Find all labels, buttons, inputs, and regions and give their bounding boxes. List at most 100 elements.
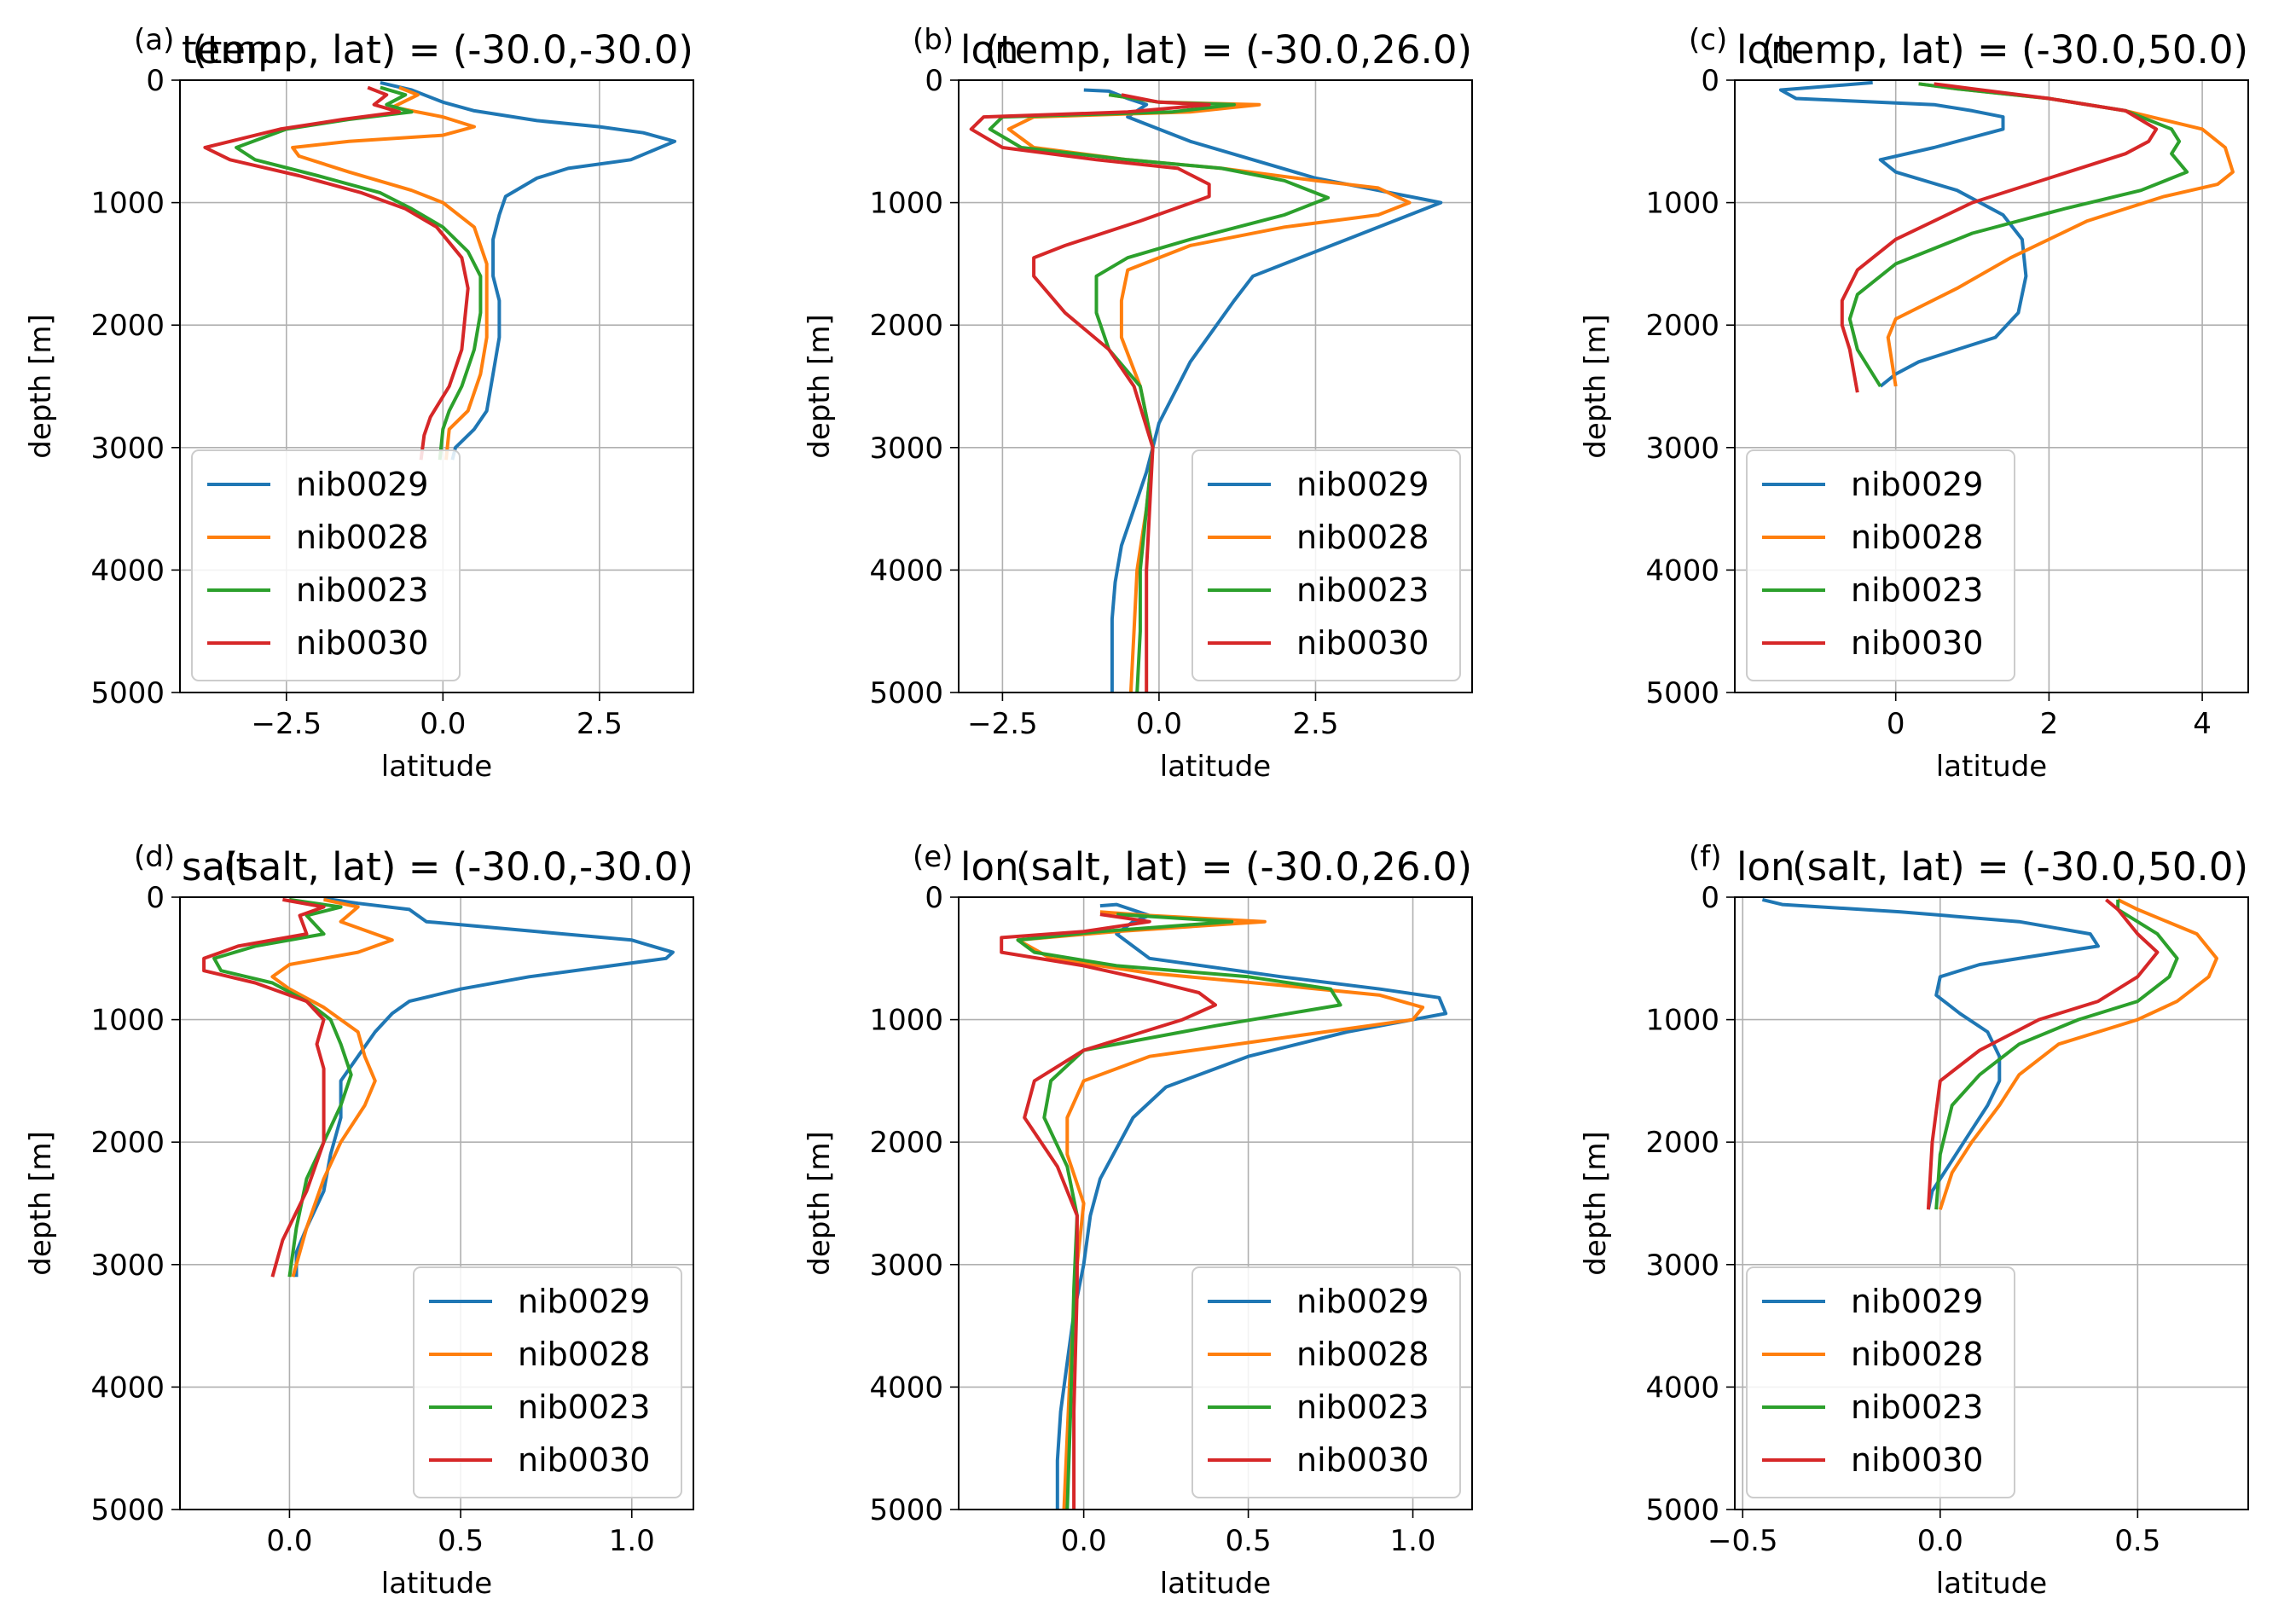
panel-title: (temp, lat) = (-30.0,26.0) bbox=[984, 27, 1472, 72]
y-tick-label: 0 bbox=[1701, 64, 1719, 98]
legend: nib0029 nib0028 nib0023 nib0030 bbox=[413, 1266, 682, 1498]
x-tick-label: 1.0 bbox=[609, 1524, 655, 1558]
x-tick-label: 0.0 bbox=[1061, 1524, 1107, 1558]
y-tick-label: 0 bbox=[146, 64, 165, 98]
legend-label: nib0023 bbox=[1296, 571, 1429, 609]
legend: nib0029 nib0028 nib0023 nib0030 bbox=[1191, 449, 1461, 681]
panel-b: −2.5 0.0 2.5 0 1000 2000 3000 4000 5000 latitude d… bbox=[803, 23, 1473, 784]
panel-e: 0.0 0.5 1.0 0 1000 2000 3000 4000 5000 latitude de… bbox=[803, 840, 1473, 1601]
y-tick-label: 2000 bbox=[1645, 309, 1719, 343]
panel-title-overlay: temp bbox=[182, 27, 282, 72]
panel-d: 0.0 0.5 1.0 0 1000 2000 3000 4000 5000 latitude de… bbox=[24, 840, 694, 1601]
legend: nib0029 nib0028 nib0023 nib0030 bbox=[191, 449, 461, 681]
y-tick-label: 2000 bbox=[869, 1126, 943, 1160]
y-axis-label: depth [m] bbox=[803, 1131, 837, 1275]
legend-label: nib0029 bbox=[518, 1283, 650, 1320]
y-axis-label: depth [m] bbox=[24, 314, 58, 458]
legend-label: nib0030 bbox=[296, 624, 428, 662]
y-axis-label: depth [m] bbox=[803, 314, 837, 458]
legend-box bbox=[413, 1266, 682, 1498]
y-tick-label: 2000 bbox=[90, 309, 165, 343]
y-tick-label: 3000 bbox=[90, 1249, 165, 1283]
y-tick-label: 0 bbox=[146, 881, 165, 915]
series-line-nib0029 bbox=[380, 80, 676, 461]
axes-frame bbox=[1734, 896, 2249, 1510]
x-tick-label: 0.0 bbox=[1136, 707, 1182, 741]
legend-label: nib0030 bbox=[1296, 624, 1429, 662]
panel-letter: (d) bbox=[134, 840, 175, 874]
legend: nib0029 nib0028 nib0023 nib0030 bbox=[1746, 449, 2015, 681]
y-tick-label: 1000 bbox=[869, 187, 943, 221]
y-tick-label: 5000 bbox=[869, 1493, 943, 1527]
legend-label: nib0028 bbox=[518, 1336, 650, 1373]
y-tick-label: 5000 bbox=[90, 676, 165, 710]
legend-label: nib0023 bbox=[1851, 571, 1983, 609]
series-line-nib0030 bbox=[1840, 82, 2159, 393]
panel-title-overlay: lon bbox=[1736, 844, 1795, 890]
axes-frame bbox=[958, 79, 1473, 693]
panel-letter: (b) bbox=[913, 23, 954, 57]
x-tick-label: −0.5 bbox=[1708, 1524, 1778, 1558]
x-tick-label: 0.0 bbox=[1917, 1524, 1963, 1558]
panel-title: (salt, lat) = (-30.0,50.0) bbox=[1792, 844, 2248, 890]
x-tick-label: −2.5 bbox=[252, 707, 322, 741]
y-tick-label: 2000 bbox=[869, 309, 943, 343]
y-tick-label: 2000 bbox=[90, 1126, 165, 1160]
panel-title-overlay: salt bbox=[182, 844, 251, 890]
panel-title: (salt, lat) = (-30.0,26.0) bbox=[1016, 844, 1472, 890]
y-tick-label: 4000 bbox=[1645, 1371, 1719, 1405]
legend-label: nib0028 bbox=[1851, 519, 1983, 556]
panel-f: −0.5 0.0 0.5 0 1000 2000 3000 4000 5000 latitude d… bbox=[1579, 840, 2249, 1601]
y-tick-label: 1000 bbox=[869, 1004, 943, 1038]
y-axis-label: depth [m] bbox=[1579, 314, 1613, 458]
legend-label: nib0028 bbox=[1851, 1336, 1983, 1373]
y-tick-label: 3000 bbox=[90, 432, 165, 466]
series-line-nib0028 bbox=[1886, 82, 2235, 387]
x-tick-label: 0.0 bbox=[266, 1524, 312, 1558]
panel-a: −2.5 0.0 2.5 0 1000 2000 3000 4000 5000 latitude d… bbox=[24, 23, 694, 784]
y-axis-label: depth [m] bbox=[1579, 1131, 1613, 1275]
y-tick-label: 5000 bbox=[1645, 1493, 1719, 1527]
axes-frame bbox=[179, 896, 694, 1510]
series-line-nib0023 bbox=[235, 85, 483, 461]
y-tick-label: 1000 bbox=[1645, 1004, 1719, 1038]
x-axis-label: latitude bbox=[1936, 1567, 2047, 1601]
y-tick-label: 3000 bbox=[1645, 432, 1719, 466]
axes-frame bbox=[179, 79, 694, 693]
x-axis-label: latitude bbox=[381, 1567, 492, 1601]
x-tick-label: 0 bbox=[1887, 707, 1905, 741]
legend-label: nib0029 bbox=[1851, 1283, 1983, 1320]
legend-label: nib0030 bbox=[1851, 624, 1983, 662]
x-axis-label: latitude bbox=[381, 750, 492, 784]
legend-box bbox=[1746, 449, 2015, 681]
legend-box bbox=[191, 449, 461, 681]
x-tick-label: 0.5 bbox=[2114, 1524, 2160, 1558]
series-line-nib0028 bbox=[1938, 898, 2218, 1210]
series-line-nib0028 bbox=[270, 897, 394, 1278]
x-axis-label: latitude bbox=[1160, 1567, 1271, 1601]
axes-frame bbox=[1734, 79, 2249, 693]
y-tick-label: 1000 bbox=[1645, 187, 1719, 221]
panel-title-overlay: lon bbox=[960, 844, 1019, 890]
y-tick-label: 0 bbox=[925, 64, 943, 98]
panel-title-overlay: lon bbox=[1736, 27, 1795, 72]
series-line-nib0030 bbox=[1000, 913, 1217, 1510]
legend-label: nib0028 bbox=[296, 519, 428, 556]
legend-label: nib0030 bbox=[1296, 1441, 1429, 1479]
x-tick-label: 4 bbox=[2193, 707, 2212, 741]
panel-title: (temp, lat) = (-30.0,50.0) bbox=[1760, 27, 2248, 72]
y-axis-label: depth [m] bbox=[24, 1131, 58, 1275]
legend-box bbox=[1191, 449, 1461, 681]
axes-frame bbox=[958, 896, 1473, 1510]
x-tick-label: 2.5 bbox=[577, 707, 623, 741]
y-tick-label: 3000 bbox=[1645, 1249, 1719, 1283]
x-axis-label: latitude bbox=[1160, 750, 1271, 784]
x-axis-label: latitude bbox=[1936, 750, 2047, 784]
x-tick-label: −2.5 bbox=[967, 707, 1038, 741]
panel-title: (temp, lat) = (-30.0,-30.0) bbox=[192, 27, 693, 72]
x-tick-label: 2 bbox=[2040, 707, 2059, 741]
y-tick-label: 4000 bbox=[869, 1371, 943, 1405]
legend-label: nib0030 bbox=[1851, 1441, 1983, 1479]
legend-label: nib0029 bbox=[1851, 466, 1983, 503]
series-line-nib0029 bbox=[1778, 80, 2028, 388]
